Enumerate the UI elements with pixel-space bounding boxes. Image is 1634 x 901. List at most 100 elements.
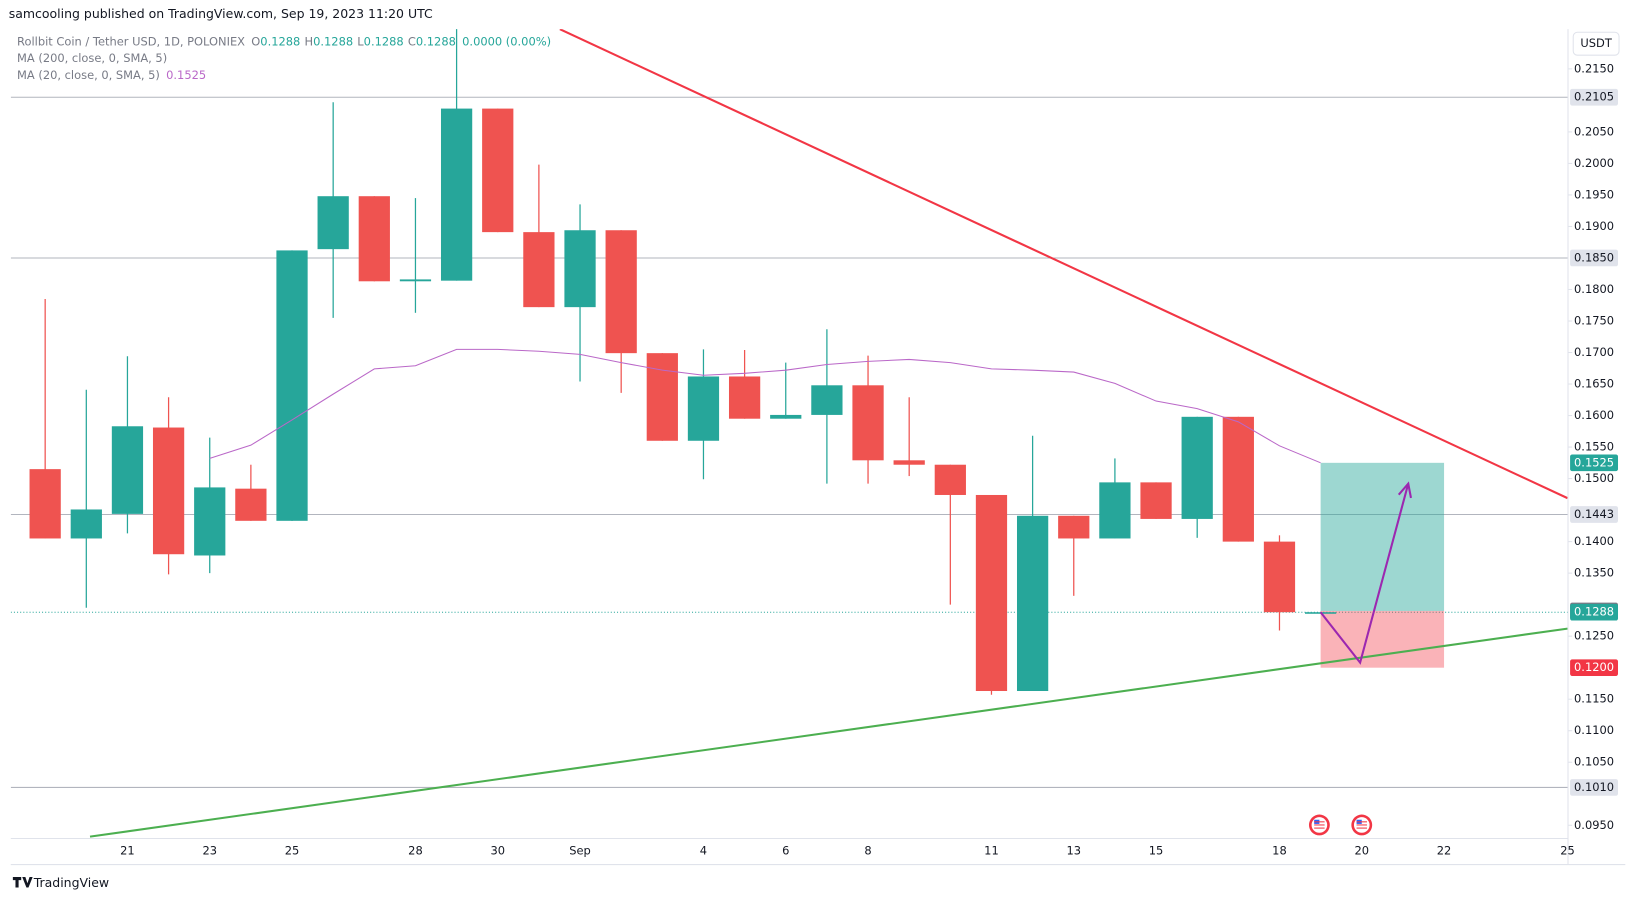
price-tag-label: 0.1288 [1574,605,1614,619]
y-tick-label: 0.1250 [1574,629,1614,643]
y-tick-label: 0.1100 [1574,723,1614,737]
legend-main: Rollbit Coin / Tether USD, 1D, POLONIEX O… [17,34,551,48]
change: 0.0000 (0.00%) [462,34,551,48]
candle-body [1016,515,1049,692]
candle-body [70,509,102,539]
price-tag-label: 0.1443 [1574,507,1614,521]
y-tick-label: 0.1150 [1574,692,1614,706]
x-tick-label: 13 [1066,844,1081,858]
price-tag [1570,249,1619,267]
x-tick-label: 25 [285,844,300,858]
x-tick-label: 15 [1149,844,1164,858]
x-tick-label: 18 [1272,844,1287,858]
y-tick-label: 0.1800 [1574,282,1614,296]
x-tick-label: 30 [490,844,505,858]
trendline [559,29,1568,500]
y-tick-label: 0.1650 [1574,377,1614,391]
x-tick-label: 25 [1560,844,1575,858]
currency[interactable]: USDT [1580,36,1612,50]
y-tick-label: 0.1500 [1574,471,1614,485]
indicator-legend[interactable]: MA (20, close, 0, SMA, 5) 0.1525 [17,67,206,81]
indicator-value: 0.1525 [166,67,206,81]
candle-body [235,488,267,521]
candle-body [399,279,432,282]
x-tick-label: 28 [408,844,423,858]
price-tag-label: 0.1010 [1574,780,1614,794]
candle-body [728,376,761,419]
x-tick-label: Sep [569,844,591,858]
price-tag [1570,454,1619,472]
x-tick-label: 20 [1354,844,1369,858]
candle-body [605,230,637,354]
price-tag-label: 0.2105 [1574,90,1614,104]
ohlc-key: C [408,34,416,48]
x-tick-label: 6 [782,844,789,858]
x-tick-label: 4 [700,844,707,858]
ohlc-value: 0.1288 [260,34,300,48]
y-tick-label: 0.1900 [1574,219,1614,233]
currency-button[interactable] [1572,31,1620,56]
candle-body [1140,482,1172,519]
candle-body [687,376,720,441]
indicator-name: MA (20, close, 0, SMA, 5) [17,67,160,81]
x-tick-label: 11 [984,844,999,858]
candle-body [1263,541,1296,613]
candle-body [893,460,925,465]
y-tick-label: 0.1950 [1574,187,1614,201]
price-tag-label: 0.1850 [1574,250,1614,264]
candle-body [523,232,555,308]
candle-body [852,385,884,461]
ohlc-key: O [251,34,260,48]
price-tag-label: 0.1200 [1574,660,1614,674]
x-tick-label: 22 [1437,844,1452,858]
x-tick-label: 21 [120,844,135,858]
ohlc-value: 0.1288 [364,34,404,48]
event-icon[interactable] [1351,814,1373,836]
symbol: Rollbit Coin / Tether USD, 1D, POLONIEX [17,34,245,48]
candle-body [317,196,349,250]
y-tick-label: 0.1050 [1574,755,1614,769]
publisher: samcooling published on TradingView.com,… [9,6,433,21]
ohlc-value: 0.1288 [313,34,353,48]
y-tick-label: 0.1550 [1574,440,1614,454]
logo-text: TradingView [33,875,109,890]
candle-body [358,196,390,282]
candle-body [770,414,802,419]
y-tick-label: 0.1700 [1574,345,1614,359]
y-tick-label: 0.0950 [1574,818,1614,832]
y-tick-label: 0.1350 [1574,566,1614,580]
ohlc-value: 0.1288 [416,34,456,48]
candle-body [482,108,514,233]
logo-icon [12,877,33,888]
y-tick-label: 0.1600 [1574,408,1614,422]
candle-body [111,426,144,514]
footer-logo[interactable]: TradingView [12,875,109,890]
indicator-legend[interactable]: MA (200, close, 0, SMA, 5) [17,51,167,65]
candle-body [1181,416,1213,519]
price-tag [1570,88,1619,106]
y-tick-label: 0.2150 [1574,61,1614,75]
y-tick-label: 0.2050 [1574,124,1614,138]
candle-body [1058,515,1090,539]
y-tick-label: 0.2000 [1574,156,1614,170]
position-stop-zone [1320,610,1445,668]
candle-body [194,487,226,556]
moving-average [209,348,1321,464]
candle-body [934,464,966,495]
event-icon[interactable] [1308,814,1330,836]
ohlc-key: H [305,34,314,48]
position-target-zone [1320,462,1445,611]
plot-area [10,29,1569,838]
price-tag [1570,603,1619,621]
candle-body [646,353,678,441]
candle-body [975,494,1008,692]
candle-body [29,469,61,539]
price-tag [1570,659,1619,677]
candle-body [811,385,843,415]
trendline [89,627,1568,838]
price-tag-label: 0.1525 [1574,455,1614,469]
projection-arrow [1319,483,1410,665]
candle-body [440,108,473,281]
x-tick-label: 8 [864,844,871,858]
